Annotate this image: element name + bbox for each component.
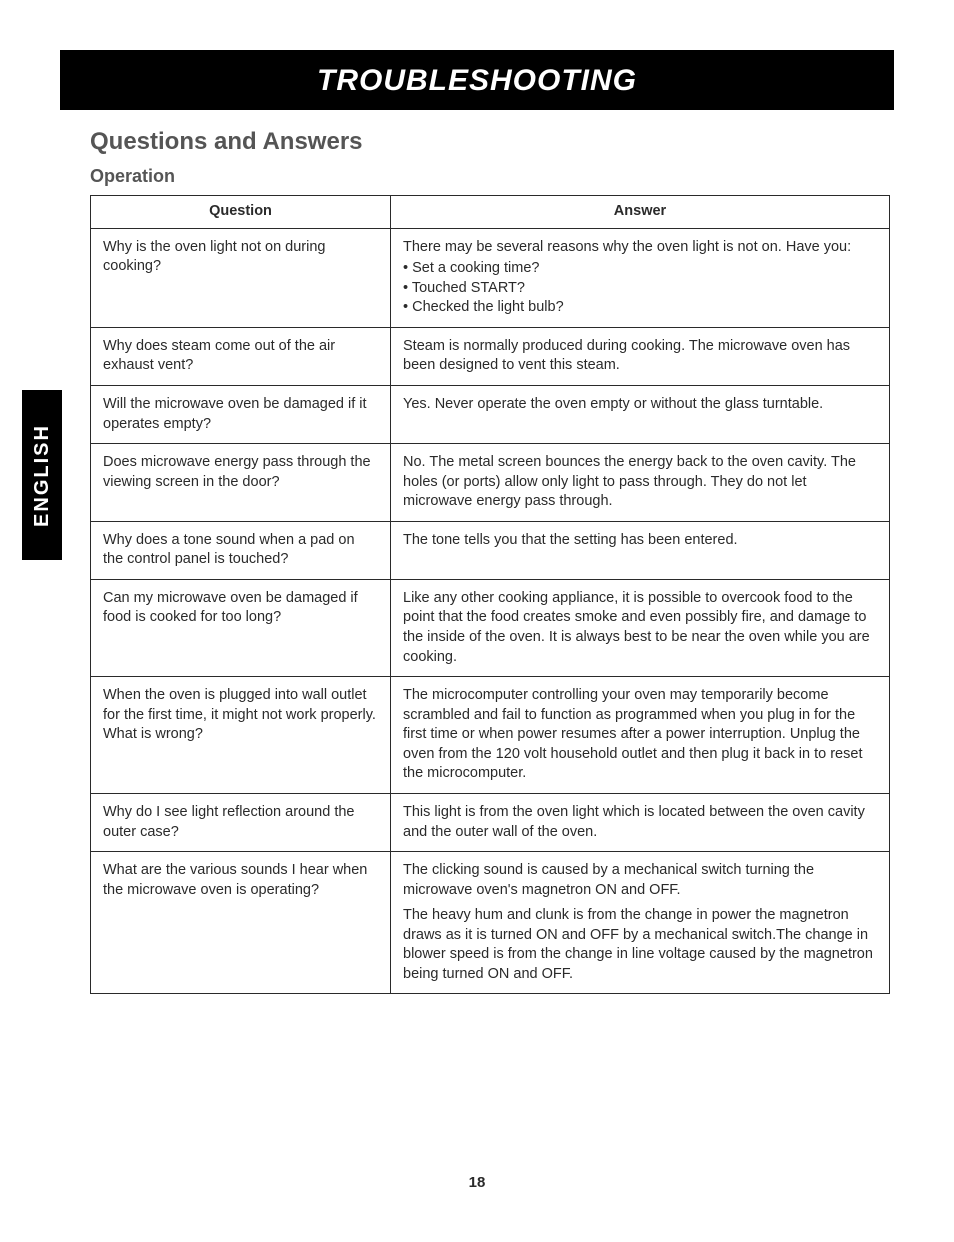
table-row: When the oven is plugged into wall outle… (91, 677, 890, 794)
answer-bullet: Checked the light bulb? (403, 298, 877, 318)
question-cell: When the oven is plugged into wall outle… (91, 677, 391, 794)
language-tab: ENGLISH (22, 390, 62, 560)
answer-cell: The tone tells you that the setting has … (391, 521, 890, 579)
question-cell: Why do I see light reflection around the… (91, 793, 391, 851)
question-cell: Does microwave energy pass through the v… (91, 444, 391, 522)
answer-cell: This light is from the oven light which … (391, 793, 890, 851)
answer-cell: No. The metal screen bounces the energy … (391, 444, 890, 522)
question-cell: Why does steam come out of the air exhau… (91, 327, 391, 385)
table-row: Why does steam come out of the air exhau… (91, 327, 890, 385)
header-question: Question (91, 196, 391, 229)
answer-cell: Yes. Never operate the oven empty or wit… (391, 385, 890, 443)
table-row: Can my microwave oven be damaged if food… (91, 579, 890, 676)
table-row: Will the microwave oven be damaged if it… (91, 385, 890, 443)
question-cell: Can my microwave oven be damaged if food… (91, 579, 391, 676)
table-header-row: Question Answer (91, 196, 890, 229)
answer-cell: The clicking sound is caused by a mechan… (391, 852, 890, 994)
page-number: 18 (60, 1174, 894, 1191)
answer-cell: The microcomputer controlling your oven … (391, 677, 890, 794)
answer-cell: Like any other cooking appliance, it is … (391, 579, 890, 676)
table-row: Does microwave energy pass through the v… (91, 444, 890, 522)
question-cell: Why is the oven light not on during cook… (91, 228, 391, 327)
banner: TROUBLESHOOTING (60, 50, 894, 110)
table-row: Why is the oven light not on during cook… (91, 228, 890, 327)
qa-table: Question Answer Why is the oven light no… (90, 195, 890, 994)
page: TROUBLESHOOTING Questions and Answers Op… (0, 0, 954, 1231)
answer-bullet: Set a cooking time? (403, 259, 877, 279)
answer-para: The clicking sound is caused by a mechan… (403, 861, 877, 900)
header-answer: Answer (391, 196, 890, 229)
answer-intro: There may be several reasons why the ove… (403, 239, 851, 255)
section-title: Questions and Answers (90, 128, 894, 156)
answer-cell: There may be several reasons why the ove… (391, 228, 890, 327)
question-cell: Will the microwave oven be damaged if it… (91, 385, 391, 443)
language-tab-label: ENGLISH (31, 424, 54, 527)
banner-title: TROUBLESHOOTING (317, 64, 637, 97)
table-row: Why does a tone sound when a pad on the … (91, 521, 890, 579)
question-cell: Why does a tone sound when a pad on the … (91, 521, 391, 579)
answer-para: The heavy hum and clunk is from the chan… (403, 906, 877, 984)
answer-cell: Steam is normally produced during cookin… (391, 327, 890, 385)
answer-bullets: Set a cooking time? Touched START? Check… (403, 259, 877, 318)
subsection-title: Operation (90, 166, 894, 187)
answer-bullet: Touched START? (403, 279, 877, 299)
question-cell: What are the various sounds I hear when … (91, 852, 391, 994)
table-row: What are the various sounds I hear when … (91, 852, 890, 994)
table-row: Why do I see light reflection around the… (91, 793, 890, 851)
